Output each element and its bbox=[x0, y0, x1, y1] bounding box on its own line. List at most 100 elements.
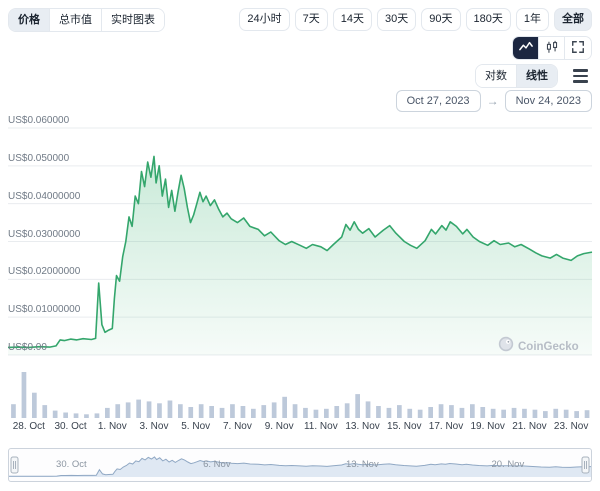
volume-bar bbox=[365, 401, 371, 418]
volume-bar bbox=[303, 407, 308, 418]
volume-bar bbox=[584, 410, 590, 418]
x-axis-label: 30. Oct bbox=[54, 421, 87, 432]
volume-bar bbox=[240, 406, 246, 418]
x-axis-label: 15. Nov bbox=[387, 421, 422, 432]
x-axis-label: 19. Nov bbox=[470, 421, 505, 432]
chart-navigator[interactable]: 30. Oct 6. Nov 13. Nov 20. Nov bbox=[8, 448, 592, 482]
x-axis-label: 28. Oct bbox=[12, 421, 45, 432]
volume-bar bbox=[344, 403, 350, 418]
volume-bar bbox=[251, 408, 256, 418]
watermark-label: CoinGecko bbox=[518, 340, 579, 353]
candlestick-chart-button[interactable] bbox=[539, 37, 565, 59]
range-30d-button[interactable]: 30天 bbox=[377, 8, 417, 31]
price-chart-svg[interactable] bbox=[0, 110, 600, 365]
volume-bar bbox=[136, 399, 141, 418]
y-axis-label: US$0.01000000 bbox=[8, 304, 81, 316]
x-axis-label: 1. Nov bbox=[97, 421, 127, 432]
volume-bar bbox=[146, 401, 152, 418]
volume-bar bbox=[480, 407, 486, 418]
range-14d-button[interactable]: 14天 bbox=[332, 8, 373, 31]
volume-bar bbox=[449, 405, 454, 418]
x-axis-label: 23. Nov bbox=[553, 421, 589, 432]
volume-bar bbox=[355, 394, 360, 418]
volume-bar bbox=[574, 411, 579, 418]
volume-bar bbox=[470, 404, 475, 418]
line-chart-icon bbox=[518, 40, 533, 57]
range-max-button[interactable]: 全部 bbox=[554, 8, 592, 31]
tab-price[interactable]: 价格 bbox=[9, 9, 50, 31]
navigator-handle[interactable] bbox=[581, 456, 590, 474]
y-axis-label: US$0.060000 bbox=[8, 115, 70, 126]
volume-bar bbox=[501, 409, 506, 418]
volume-bar bbox=[490, 408, 496, 418]
navigator-axis-label: 6. Nov bbox=[203, 459, 231, 470]
volume-bar bbox=[543, 411, 548, 418]
price-chart-plot[interactable] bbox=[0, 110, 600, 365]
volume-bar bbox=[313, 409, 319, 418]
chart-type-selector bbox=[512, 36, 592, 60]
chart-menu-button[interactable] bbox=[568, 65, 592, 87]
range-90d-button[interactable]: 90天 bbox=[421, 8, 461, 31]
volume-bar bbox=[157, 403, 162, 418]
fullscreen-button[interactable] bbox=[565, 37, 591, 59]
volume-bar bbox=[42, 405, 48, 418]
x-axis-label: 3. Nov bbox=[139, 421, 169, 432]
volume-bar bbox=[219, 407, 225, 418]
volume-bar bbox=[376, 406, 381, 418]
chart-tabs: 价格 总市值 实时图表 bbox=[8, 8, 165, 32]
range-24h-button[interactable]: 24小时 bbox=[239, 8, 290, 31]
volume-bar bbox=[282, 396, 287, 418]
tab-live-chart[interactable]: 实时图表 bbox=[102, 9, 164, 31]
volume-bar bbox=[198, 404, 204, 418]
volume-bar bbox=[428, 407, 433, 418]
volume-bar bbox=[407, 408, 413, 418]
x-axis-label: 5. Nov bbox=[181, 421, 211, 432]
x-axis-label: 21. Nov bbox=[512, 421, 547, 432]
watermark: CoinGecko bbox=[498, 336, 579, 357]
navigator-handle[interactable] bbox=[10, 456, 19, 474]
volume-bar bbox=[397, 405, 402, 418]
y-axis-label: US$0.050000 bbox=[8, 152, 70, 164]
tab-market-cap[interactable]: 总市值 bbox=[50, 9, 102, 31]
navigator-axis-label: 13. Nov bbox=[345, 459, 379, 470]
price-line bbox=[7, 155, 593, 349]
candlestick-icon bbox=[545, 40, 559, 57]
navigator-line bbox=[9, 456, 591, 477]
volume-bar bbox=[21, 372, 27, 418]
volume-bar bbox=[459, 407, 465, 418]
volume-chart[interactable] bbox=[0, 368, 600, 418]
coingecko-logo-icon bbox=[498, 336, 514, 357]
scale-controls: 对数 线性 bbox=[475, 64, 592, 88]
range-7d-button[interactable]: 7天 bbox=[294, 8, 328, 31]
volume-bar bbox=[209, 406, 214, 418]
navigator-axis-label: 30. Oct bbox=[56, 459, 87, 470]
date-range-arrow-icon: → bbox=[486, 94, 499, 108]
date-from-input[interactable]: Oct 27, 2023 bbox=[395, 90, 481, 112]
scale-linear-button[interactable]: 线性 bbox=[517, 65, 557, 87]
x-axis-label: 17. Nov bbox=[428, 421, 464, 432]
navigator-axis-label: 20. Nov bbox=[491, 459, 525, 470]
x-axis-label: 9. Nov bbox=[264, 421, 294, 432]
range-1y-button[interactable]: 1年 bbox=[515, 8, 549, 31]
line-chart-button[interactable] bbox=[513, 37, 539, 59]
volume-bar bbox=[125, 402, 131, 418]
navigator-area bbox=[9, 456, 591, 477]
scale-log-button[interactable]: 对数 bbox=[476, 65, 517, 87]
y-axis-label: US$0.04000000 bbox=[8, 190, 81, 202]
volume-bar bbox=[553, 408, 559, 418]
volume-bar bbox=[386, 407, 392, 418]
range-180d-button[interactable]: 180天 bbox=[465, 8, 511, 31]
volume-bar bbox=[261, 405, 267, 418]
volume-bar bbox=[438, 404, 444, 418]
x-axis: 28. Oct 30. Oct 1. Nov 3. Nov 5. Nov 7. Nov 9.… bbox=[0, 421, 600, 435]
volume-bar bbox=[417, 409, 423, 418]
volume-bar bbox=[84, 414, 89, 418]
volume-bar bbox=[73, 413, 79, 418]
volume-bar bbox=[115, 404, 121, 418]
volume-bar bbox=[94, 413, 100, 418]
volume-bar bbox=[271, 402, 277, 418]
volume-bar bbox=[167, 400, 173, 418]
volume-bar bbox=[511, 407, 517, 418]
date-to-input[interactable]: Nov 24, 2023 bbox=[504, 90, 592, 112]
volume-bar bbox=[105, 407, 110, 418]
